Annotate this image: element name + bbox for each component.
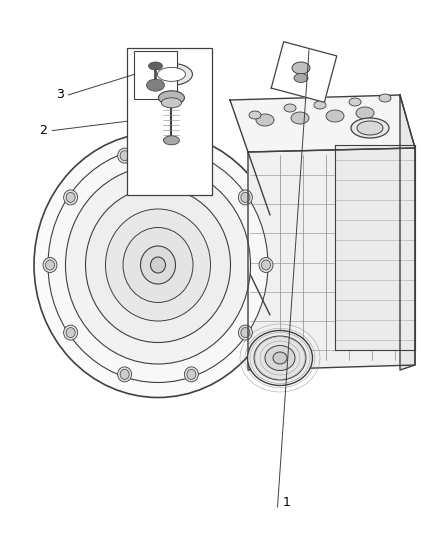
Ellipse shape — [273, 352, 287, 364]
Ellipse shape — [148, 62, 162, 70]
Ellipse shape — [326, 110, 344, 122]
Polygon shape — [248, 148, 415, 370]
Ellipse shape — [146, 79, 165, 91]
Ellipse shape — [357, 121, 383, 135]
Ellipse shape — [106, 209, 211, 321]
Ellipse shape — [291, 112, 309, 124]
Ellipse shape — [254, 336, 306, 380]
Ellipse shape — [247, 330, 312, 385]
Ellipse shape — [184, 367, 198, 382]
Ellipse shape — [379, 94, 391, 102]
Polygon shape — [230, 95, 415, 152]
Ellipse shape — [349, 98, 361, 106]
Ellipse shape — [141, 246, 176, 284]
Ellipse shape — [159, 91, 184, 105]
Text: 3: 3 — [56, 88, 64, 101]
Ellipse shape — [120, 151, 129, 160]
Ellipse shape — [85, 188, 230, 343]
Ellipse shape — [261, 260, 271, 270]
Ellipse shape — [162, 98, 181, 108]
Ellipse shape — [184, 148, 198, 163]
Ellipse shape — [356, 107, 374, 119]
Ellipse shape — [43, 257, 57, 272]
Ellipse shape — [238, 325, 252, 340]
Ellipse shape — [151, 257, 166, 273]
Ellipse shape — [34, 133, 282, 398]
Ellipse shape — [284, 104, 296, 112]
Text: 2: 2 — [39, 124, 47, 137]
Ellipse shape — [259, 257, 273, 272]
Ellipse shape — [150, 63, 192, 85]
Ellipse shape — [351, 118, 389, 138]
Ellipse shape — [157, 67, 185, 82]
Polygon shape — [400, 95, 415, 370]
Ellipse shape — [238, 190, 252, 205]
Ellipse shape — [241, 328, 250, 337]
Ellipse shape — [187, 151, 196, 160]
Polygon shape — [335, 145, 415, 350]
Ellipse shape — [292, 62, 310, 74]
Ellipse shape — [46, 260, 54, 270]
Polygon shape — [271, 42, 337, 102]
Ellipse shape — [187, 369, 196, 379]
Ellipse shape — [294, 74, 308, 83]
Ellipse shape — [249, 111, 261, 119]
Ellipse shape — [256, 114, 274, 126]
Bar — [134, 51, 177, 99]
Ellipse shape — [64, 190, 78, 205]
Ellipse shape — [163, 136, 180, 145]
Bar — [127, 48, 212, 195]
Ellipse shape — [118, 148, 132, 163]
Ellipse shape — [265, 345, 295, 370]
Ellipse shape — [120, 369, 129, 379]
Ellipse shape — [64, 325, 78, 340]
Text: 1: 1 — [283, 496, 290, 508]
Ellipse shape — [118, 367, 132, 382]
Ellipse shape — [66, 328, 75, 337]
Ellipse shape — [48, 148, 268, 383]
Ellipse shape — [66, 166, 251, 364]
Ellipse shape — [123, 228, 193, 303]
Ellipse shape — [314, 101, 326, 109]
Ellipse shape — [66, 192, 75, 203]
Ellipse shape — [241, 192, 250, 203]
